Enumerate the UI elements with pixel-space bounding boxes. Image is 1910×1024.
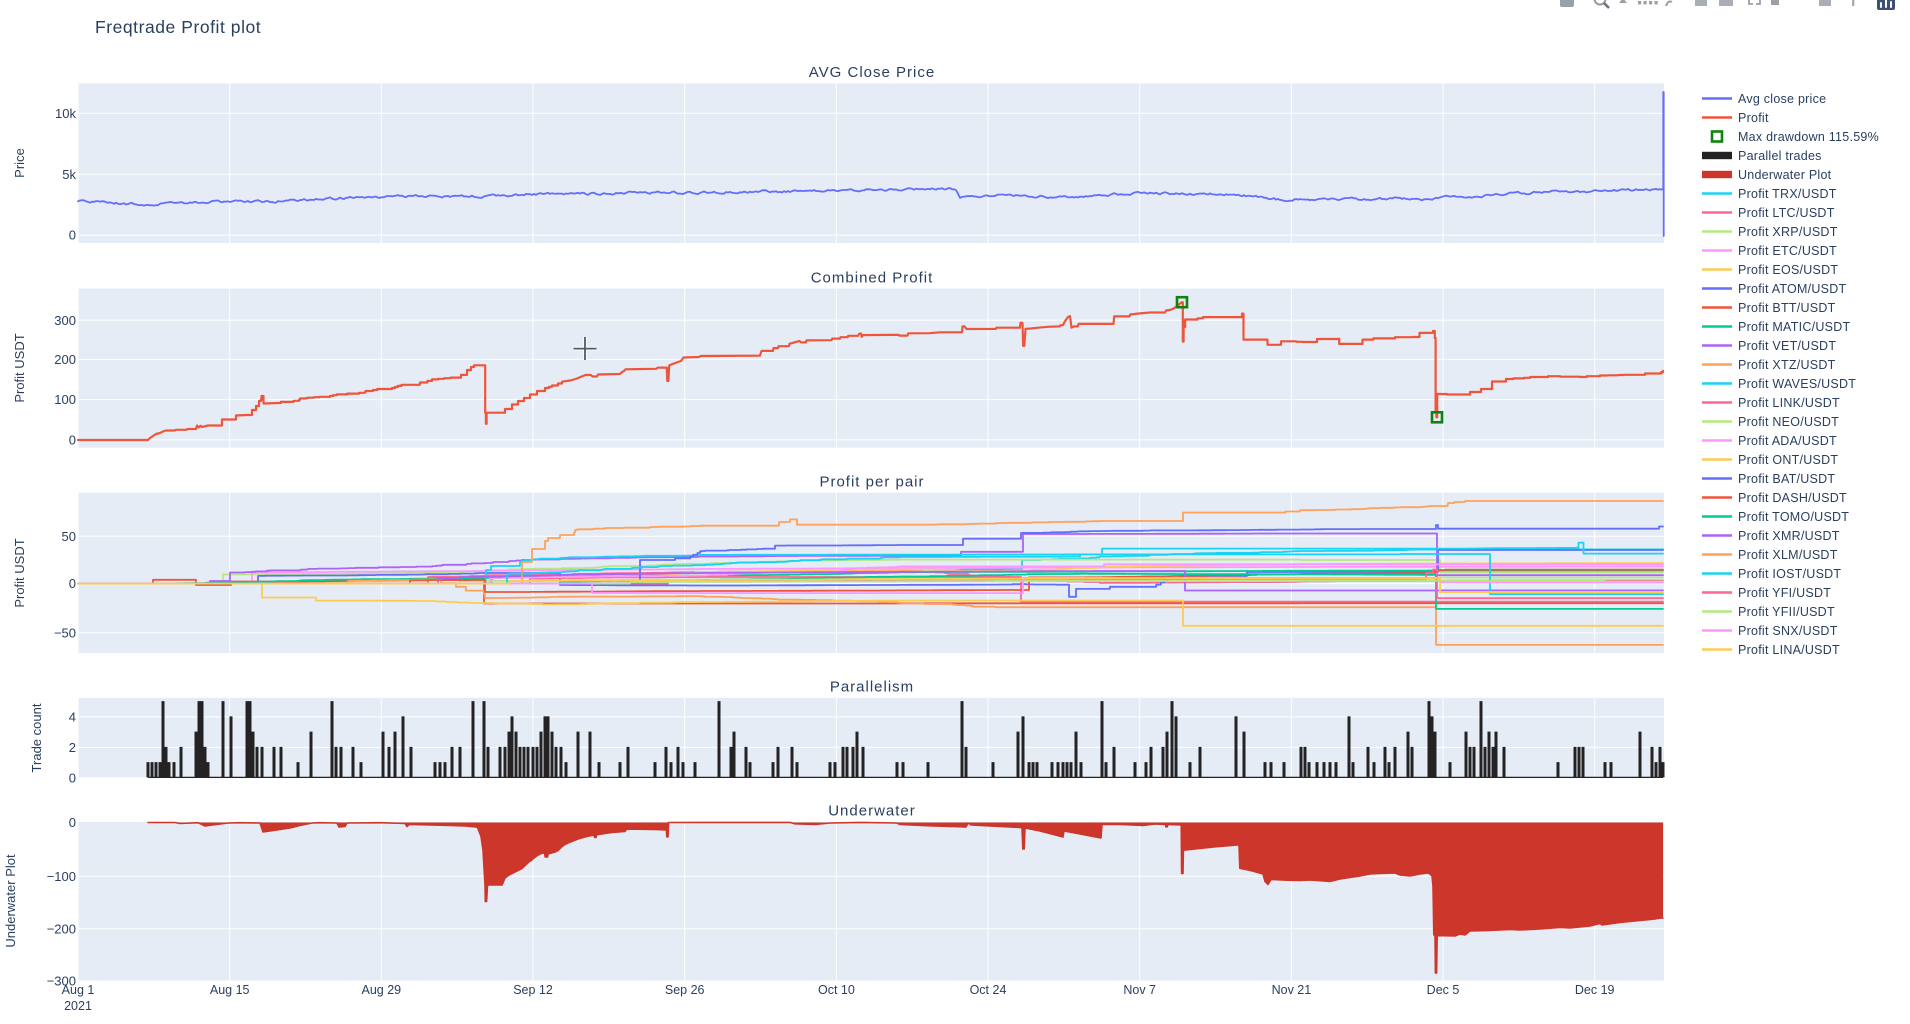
svg-text:Underwater Plot: Underwater Plot	[3, 854, 18, 948]
svg-text:Profit WAVES/USDT: Profit WAVES/USDT	[1738, 377, 1856, 391]
svg-text:50: 50	[62, 529, 76, 544]
svg-text:Profit YFI/USDT: Profit YFI/USDT	[1738, 586, 1831, 600]
svg-text:Profit: Profit	[1738, 111, 1769, 125]
svg-text:Profit USDT: Profit USDT	[12, 538, 27, 607]
svg-text:Profit ATOM/USDT: Profit ATOM/USDT	[1738, 282, 1847, 296]
svg-text:Price: Price	[12, 148, 27, 178]
svg-text:Aug 15: Aug 15	[210, 983, 250, 997]
svg-text:2021: 2021	[64, 999, 92, 1013]
svg-text:−100: −100	[47, 869, 76, 884]
svg-text:0: 0	[69, 433, 76, 448]
svg-text:Profit per pair: Profit per pair	[819, 473, 924, 490]
svg-text:Profit XMR/USDT: Profit XMR/USDT	[1738, 529, 1840, 543]
svg-text:Underwater: Underwater	[828, 803, 916, 820]
svg-text:Aug 1: Aug 1	[62, 983, 95, 997]
svg-text:Profit MATIC/USDT: Profit MATIC/USDT	[1738, 320, 1850, 334]
svg-text:Profit YFII/USDT: Profit YFII/USDT	[1738, 605, 1835, 619]
svg-text:Sep 26: Sep 26	[665, 983, 705, 997]
svg-text:Profit XTZ/USDT: Profit XTZ/USDT	[1738, 358, 1836, 372]
svg-text:Profit ADA/USDT: Profit ADA/USDT	[1738, 434, 1837, 448]
svg-text:Aug 29: Aug 29	[361, 983, 401, 997]
svg-text:−300: −300	[47, 974, 76, 989]
svg-text:4: 4	[69, 710, 76, 725]
svg-text:Max drawdown 115.59%: Max drawdown 115.59%	[1738, 130, 1879, 144]
svg-text:Profit BTT/USDT: Profit BTT/USDT	[1738, 301, 1836, 315]
svg-text:Profit BAT/USDT: Profit BAT/USDT	[1738, 472, 1835, 486]
svg-text:AVG Close Price: AVG Close Price	[809, 64, 935, 81]
svg-text:100: 100	[54, 392, 76, 407]
svg-text:0: 0	[69, 771, 76, 786]
svg-text:Underwater Plot: Underwater Plot	[1738, 168, 1832, 182]
svg-text:−50: −50	[54, 626, 76, 641]
svg-text:Profit DASH/USDT: Profit DASH/USDT	[1738, 491, 1847, 505]
svg-text:Sep 12: Sep 12	[513, 983, 553, 997]
svg-text:Trade count: Trade count	[29, 703, 44, 772]
svg-text:Profit EOS/USDT: Profit EOS/USDT	[1738, 263, 1838, 277]
svg-text:Profit XLM/USDT: Profit XLM/USDT	[1738, 548, 1838, 562]
svg-text:Profit LINK/USDT: Profit LINK/USDT	[1738, 396, 1840, 410]
svg-text:10k: 10k	[55, 106, 76, 121]
svg-text:Oct 24: Oct 24	[970, 983, 1007, 997]
svg-text:Profit VET/USDT: Profit VET/USDT	[1738, 339, 1836, 353]
svg-text:Profit ONT/USDT: Profit ONT/USDT	[1738, 453, 1838, 467]
svg-text:5k: 5k	[62, 167, 76, 182]
svg-text:Nov 7: Nov 7	[1123, 983, 1156, 997]
svg-text:Profit IOST/USDT: Profit IOST/USDT	[1738, 567, 1841, 581]
svg-text:Freqtrade Profit plot: Freqtrade Profit plot	[95, 17, 261, 37]
svg-text:2: 2	[69, 740, 76, 755]
svg-text:−200: −200	[47, 921, 76, 936]
svg-text:Combined Profit: Combined Profit	[811, 269, 934, 286]
svg-text:Profit SNX/USDT: Profit SNX/USDT	[1738, 624, 1838, 638]
svg-text:Profit TRX/USDT: Profit TRX/USDT	[1738, 187, 1837, 201]
svg-text:Parallel trades: Parallel trades	[1738, 149, 1822, 163]
svg-text:Profit LTC/USDT: Profit LTC/USDT	[1738, 206, 1835, 220]
svg-text:300: 300	[54, 313, 76, 328]
svg-text:Dec 5: Dec 5	[1427, 983, 1460, 997]
svg-text:Avg close price: Avg close price	[1738, 92, 1826, 106]
svg-text:Parallelism: Parallelism	[830, 679, 914, 696]
svg-text:200: 200	[54, 352, 76, 367]
svg-text:Profit ETC/USDT: Profit ETC/USDT	[1738, 244, 1837, 258]
svg-text:Profit USDT: Profit USDT	[12, 333, 27, 402]
svg-text:Profit XRP/USDT: Profit XRP/USDT	[1738, 225, 1838, 239]
svg-text:Profit LINA/USDT: Profit LINA/USDT	[1738, 643, 1840, 657]
svg-text:0: 0	[69, 576, 76, 591]
svg-text:Dec 19: Dec 19	[1575, 983, 1615, 997]
svg-text:0: 0	[69, 815, 76, 830]
svg-text:Profit TOMO/USDT: Profit TOMO/USDT	[1738, 510, 1849, 524]
svg-text:0: 0	[69, 228, 76, 243]
svg-text:Oct 10: Oct 10	[818, 983, 855, 997]
svg-text:Nov 21: Nov 21	[1272, 983, 1312, 997]
svg-text:Profit NEO/USDT: Profit NEO/USDT	[1738, 415, 1839, 429]
